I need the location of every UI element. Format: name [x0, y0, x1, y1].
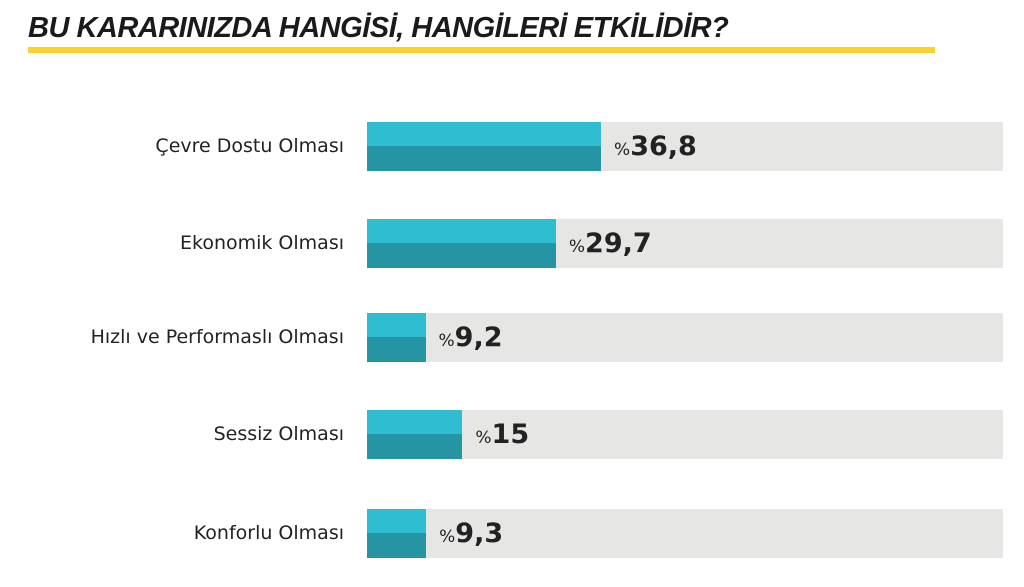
- data-label: %36,8: [614, 122, 697, 171]
- bar: [367, 122, 602, 171]
- bar-top-half: [367, 313, 426, 337]
- bar: [367, 509, 427, 558]
- bar-bottom-half: [367, 146, 602, 171]
- data-label: %29,7: [569, 219, 652, 268]
- data-value: 9,3: [455, 518, 504, 549]
- title-underline: [28, 47, 935, 53]
- bar-top-half: [367, 122, 602, 146]
- data-value: 29,7: [585, 228, 652, 259]
- category-label: Ekonomik Olması: [179, 232, 344, 254]
- bar-row: Sessiz Olması %15: [0, 410, 1024, 459]
- bar-row: Ekonomik Olması %29,7: [0, 219, 1024, 268]
- bar: [367, 313, 426, 362]
- percent-sign: %: [475, 428, 492, 448]
- bar-row: Konforlu Olması %9,3: [0, 509, 1024, 558]
- bar-track: %15: [367, 410, 1003, 459]
- percent-sign: %: [439, 527, 456, 547]
- chart-title-wrap: BU KARARINIZDA HANGİSİ, HANGİLERİ ETKİLİ…: [28, 12, 729, 45]
- bar-track: %29,7: [367, 219, 1003, 268]
- bar: [367, 410, 463, 459]
- data-label: %9,3: [439, 509, 503, 558]
- data-value: 36,8: [630, 131, 697, 162]
- category-label: Konforlu Olması: [193, 522, 344, 544]
- data-label: %9,2: [439, 313, 503, 362]
- bar: [367, 219, 556, 268]
- bar-bottom-half: [367, 243, 556, 268]
- percent-sign: %: [438, 331, 455, 351]
- bar-track: %36,8: [367, 122, 1003, 171]
- data-value: 15: [491, 419, 530, 450]
- bar-top-half: [367, 219, 556, 243]
- category-label: Sessiz Olması: [213, 423, 344, 445]
- bar-row: Hızlı ve Performaslı Olması %9,2: [0, 313, 1024, 362]
- category-label: Hızlı ve Performaslı Olması: [90, 326, 344, 348]
- bar-track: %9,3: [367, 509, 1003, 558]
- percent-sign: %: [568, 237, 586, 257]
- bar-bottom-half: [367, 533, 427, 558]
- bar-bottom-half: [367, 434, 463, 459]
- bar-track: %9,2: [367, 313, 1003, 362]
- percent-sign: %: [614, 140, 631, 160]
- bar-top-half: [367, 410, 463, 434]
- data-label: %15: [475, 410, 529, 459]
- data-value: 9,2: [454, 322, 503, 353]
- bar-top-half: [367, 509, 427, 533]
- bar-row: Çevre Dostu Olması %36,8: [0, 122, 1024, 171]
- category-label: Çevre Dostu Olması: [155, 135, 344, 157]
- chart-title: BU KARARINIZDA HANGİSİ, HANGİLERİ ETKİLİ…: [28, 12, 729, 44]
- bar-bottom-half: [367, 337, 426, 362]
